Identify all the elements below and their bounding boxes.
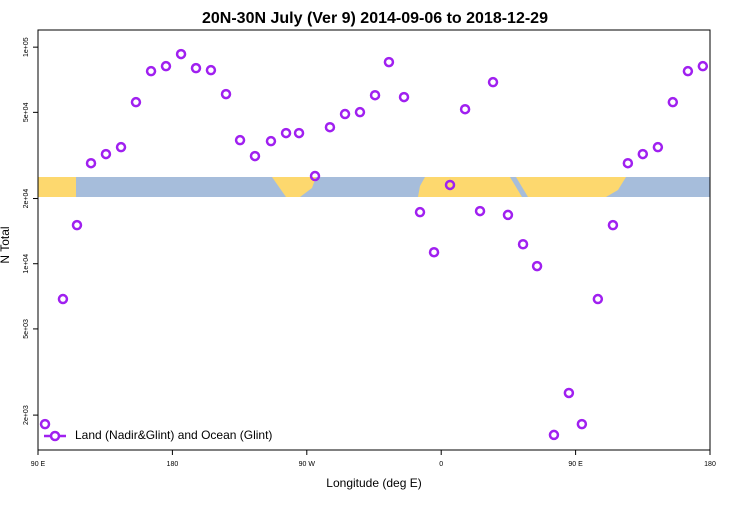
y-tick-label: 5e+04 [23,102,30,122]
y-axis-label: N Total [0,226,12,263]
point [309,170,321,182]
point [369,89,381,101]
y-tick-label: 1e+05 [23,37,30,57]
legend-marker [49,430,61,442]
point [652,141,664,153]
point [517,239,529,250]
point [487,76,499,88]
x-tick-label: 90 W [299,461,316,468]
y-tick-label: 5e+03 [23,319,30,339]
point [502,209,514,221]
point [234,134,246,146]
point [57,293,69,305]
y-tick-label: 2e+04 [23,189,30,209]
land [38,177,76,197]
y-tick-label: 1e+04 [23,254,30,274]
point [39,418,51,430]
point [576,418,588,430]
point [293,127,305,139]
land [272,177,316,197]
point [459,103,471,115]
x-tick-label: 90 E [31,461,46,468]
point [160,60,172,72]
point [115,141,127,153]
point [607,219,619,231]
point [682,65,694,77]
point [637,148,649,160]
point [622,157,634,169]
y-tick-label: 2e+03 [23,405,30,425]
point [563,387,575,399]
point [548,429,560,441]
point [175,48,187,60]
point [265,135,277,147]
point [85,157,97,169]
point [398,91,410,103]
x-tick-label: 0 [439,461,443,468]
point [414,206,426,218]
point [71,219,83,231]
map-strip [38,177,710,197]
x-tick-label: 180 [704,461,716,468]
sea [510,177,528,197]
point [130,96,142,108]
legend-label: Land (Nadir&Glint) and Ocean (Glint) [75,428,272,442]
point [145,65,157,77]
point [324,121,336,133]
point [190,62,202,74]
point [339,108,351,120]
point [474,205,486,217]
point [667,96,679,108]
point [249,150,261,162]
chart-title: 20N-30N July (Ver 9) 2014-09-06 to 2018-… [202,10,548,27]
point [280,127,292,139]
x-axis-label: Longitude (deg E) [326,476,421,490]
point [531,260,543,272]
point [697,60,709,72]
point [383,56,395,68]
point [205,64,217,76]
plot-box [37,29,711,451]
point [444,179,456,191]
point [354,106,366,118]
point [428,246,440,258]
x-tick-label: 180 [167,461,179,468]
x-tick-label: 90 E [568,461,583,468]
point [592,293,604,305]
point [100,148,112,160]
point [220,88,232,100]
